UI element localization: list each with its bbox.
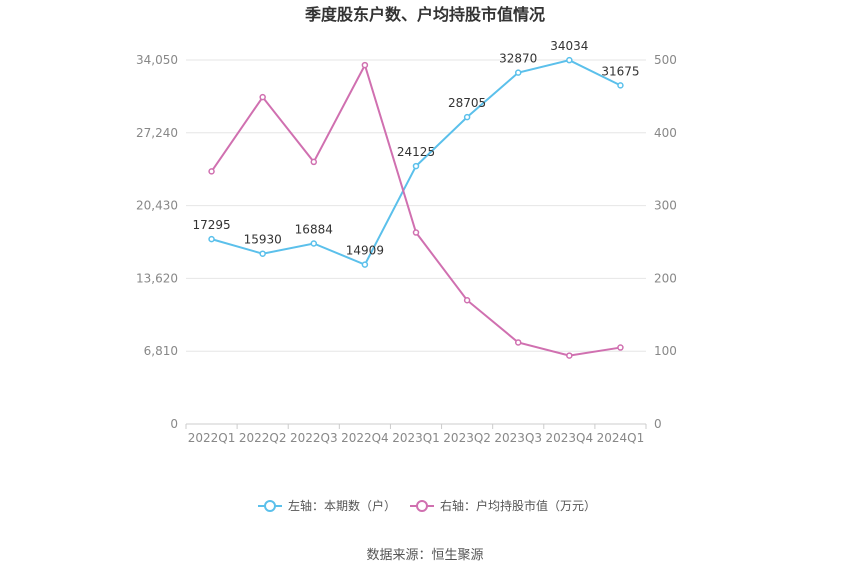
x-tick-label: 2023Q2 xyxy=(443,431,491,445)
data-point[interactable] xyxy=(412,162,420,170)
data-point[interactable] xyxy=(463,113,471,121)
legend-label: 右轴：户均持股市值（万元） xyxy=(440,498,596,513)
x-tick-label: 2022Q1 xyxy=(188,431,236,445)
data-point[interactable] xyxy=(361,261,369,268)
x-tick-label: 2023Q3 xyxy=(494,431,542,445)
y-left-tick-label: 0 xyxy=(170,417,178,431)
legend-label: 左轴：本期数（户） xyxy=(288,498,396,513)
source-text: 数据来源：恒生聚源 xyxy=(366,548,483,563)
y-right-tick-label: 500 xyxy=(654,53,677,67)
data-point[interactable] xyxy=(514,69,522,76)
y-left-tick-label: 20,430 xyxy=(136,199,178,213)
x-tick-label: 2023Q4 xyxy=(546,431,594,445)
data-label: 16884 xyxy=(295,223,333,237)
data-label: 28705 xyxy=(448,96,486,110)
grid-lines xyxy=(186,59,646,425)
data-point[interactable] xyxy=(310,240,318,247)
data-label: 31675 xyxy=(601,64,639,78)
data-label: 15930 xyxy=(244,233,282,247)
data-label: 24125 xyxy=(397,145,435,159)
data-label: 14909 xyxy=(346,244,384,258)
series-line-avg-holding-value xyxy=(210,62,621,357)
y-right-tick-label: 200 xyxy=(654,271,677,285)
x-tick-label: 2022Q3 xyxy=(290,431,338,445)
data-point[interactable] xyxy=(617,82,624,89)
chart-title: 季度股东户数、户均持股市值情况 xyxy=(304,5,545,24)
data-point[interactable] xyxy=(259,93,266,101)
legend-item-avg-holding-value[interactable]: 右轴：户均持股市值（万元） xyxy=(410,498,596,513)
x-tick-label: 2024Q1 xyxy=(597,431,645,445)
y-right-tick-label: 400 xyxy=(654,126,677,140)
data-point[interactable] xyxy=(617,344,624,351)
data-point[interactable] xyxy=(412,229,420,236)
series-layer xyxy=(208,56,624,359)
data-point[interactable] xyxy=(208,235,215,243)
y-right-tick-label: 300 xyxy=(654,199,677,213)
data-point[interactable] xyxy=(463,296,471,304)
data-point[interactable] xyxy=(566,352,573,359)
y-right-tick-label: 0 xyxy=(654,417,662,431)
y-left-tick-label: 6,810 xyxy=(144,344,178,358)
y-left-tick-label: 27,240 xyxy=(136,126,178,140)
data-point[interactable] xyxy=(514,339,522,346)
legend[interactable]: 左轴：本期数（户） 右轴：户均持股市值（万元） xyxy=(258,498,596,513)
data-point[interactable] xyxy=(259,250,266,257)
y-left-tick-label: 34,050 xyxy=(136,53,178,67)
axes: 0 0 6,810 100 13,620 200 20,430 300 27,240 400 34,… xyxy=(136,53,677,445)
data-label: 17295 xyxy=(192,218,230,232)
data-point[interactable] xyxy=(361,61,369,69)
data-point[interactable] xyxy=(566,56,573,64)
legend-marker-icon xyxy=(264,500,276,512)
data-label: 34034 xyxy=(550,39,588,53)
x-tick-label: 2022Q4 xyxy=(341,431,389,445)
legend-marker-icon xyxy=(416,500,428,512)
x-tick-label: 2022Q2 xyxy=(239,431,287,445)
data-point[interactable] xyxy=(208,168,215,175)
data-point[interactable] xyxy=(310,158,318,166)
y-left-tick-label: 13,620 xyxy=(136,271,178,285)
data-labels: 17295 15930 16884 14909 24125 28705 32870 34034… xyxy=(192,39,639,257)
legend-item-shareholder-count[interactable]: 左轴：本期数（户） xyxy=(258,498,396,513)
data-label: 32870 xyxy=(499,52,537,66)
x-tick-label: 2023Q1 xyxy=(392,431,440,445)
y-right-tick-label: 100 xyxy=(654,344,677,358)
